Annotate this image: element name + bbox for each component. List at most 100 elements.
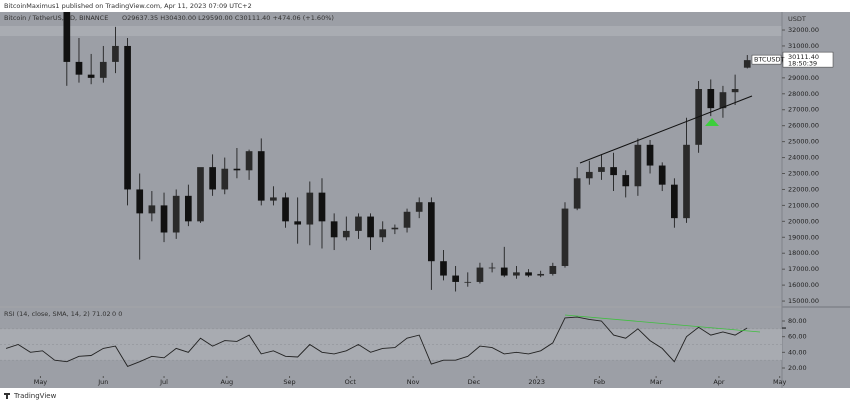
candle-body [573, 178, 581, 209]
rsi-title: RSI (14, close, SMA, 14, 2) [4, 310, 90, 318]
candle-body [379, 229, 387, 238]
candle-body [172, 195, 180, 233]
candle-body [646, 144, 654, 166]
candle-body [658, 165, 666, 185]
y-tick-label: 24000.00 [788, 154, 819, 162]
y-tick-label: 40.00 [788, 348, 807, 356]
candle-body [452, 275, 459, 282]
x-tick-label: May [773, 378, 787, 386]
ohlc: O29637.35 H30430.00 L29590.00 C30111.40 … [122, 14, 334, 22]
x-tick-label: Aug [220, 378, 233, 386]
rsi-extra: 0 0 [112, 310, 122, 318]
candle-body [75, 61, 83, 75]
candle-body [671, 184, 678, 219]
x-tick-label: Apr [713, 378, 725, 386]
symbol-box [751, 54, 782, 65]
candle-body [270, 197, 277, 201]
candle-body [112, 45, 119, 62]
candle-body [318, 192, 326, 222]
trendline [579, 95, 753, 164]
candle-body [209, 167, 216, 190]
candle-body [743, 60, 751, 68]
x-tick-label: 2023 [528, 378, 545, 386]
x-tick-label: Oct [345, 378, 357, 386]
candle-body [622, 175, 630, 187]
y-tick-label: 21000.00 [788, 201, 819, 209]
candle-body [634, 144, 642, 187]
rsi-line [5, 316, 748, 367]
candle-body [561, 208, 569, 266]
x-tick-label: Dec [468, 378, 481, 386]
zone-band [0, 26, 782, 36]
candle-body [197, 167, 204, 222]
y-tick-label: 32000.00 [788, 26, 819, 34]
candle-body [500, 267, 508, 276]
candle-body [683, 144, 690, 219]
y-tick-label: 27000.00 [788, 106, 819, 114]
candle-body [537, 273, 545, 276]
y-tick-label: 29000.00 [788, 74, 819, 82]
y-tick-label: 31000.00 [788, 42, 819, 50]
candle-body [342, 230, 350, 238]
y-tick-label: 28000.00 [788, 90, 819, 98]
candle-body [282, 197, 289, 222]
candle-body [440, 261, 447, 276]
candle-body [415, 202, 423, 212]
rsi-divergence-line [564, 314, 761, 333]
candle-body [184, 195, 192, 222]
candle-body [391, 227, 399, 230]
y-tick-label: 19000.00 [788, 233, 819, 241]
candle-body [719, 92, 727, 109]
x-tick-label: Feb [594, 378, 606, 386]
candle-body [124, 45, 131, 190]
candle-body [99, 61, 107, 78]
candle-body [233, 168, 241, 171]
y-tick-label: 17000.00 [788, 265, 819, 273]
candle-body [148, 205, 156, 214]
candle-body [731, 89, 739, 93]
rsi-value: 71.02 [92, 310, 111, 318]
y-tick-label: 20.00 [788, 364, 807, 372]
y-tick-label: 22000.00 [788, 185, 819, 193]
candle-body [610, 167, 617, 176]
header: BitcoinMaximus1 published on TradingView… [4, 2, 252, 10]
candle-body [488, 267, 496, 269]
symbol-title: Bitcoin / TetherUS, 1D, BINANCE [4, 14, 108, 22]
rsi-band [0, 328, 782, 361]
last-price-box [782, 51, 834, 68]
y-tick-label: 26000.00 [788, 122, 819, 130]
arrow-up [705, 118, 719, 126]
time-axis [0, 376, 850, 388]
y-tick-label: 15000.00 [788, 297, 819, 305]
candle-body [355, 216, 362, 231]
candle-body [160, 205, 168, 233]
y-tick-label: 20000.00 [788, 217, 819, 225]
candle-body [427, 202, 435, 262]
x-tick-label: Mar [650, 378, 663, 386]
y-tick-label: 23000.00 [788, 170, 819, 178]
y-tick-label: 25000.00 [788, 138, 819, 146]
y-tick-label: 60.00 [788, 333, 807, 341]
brand-logo [4, 393, 10, 399]
candle-body [464, 281, 472, 283]
candle-body [245, 151, 253, 171]
x-tick-label: Nov [407, 378, 420, 386]
y-tick-label: 16000.00 [788, 281, 819, 289]
candle-body [549, 265, 557, 274]
candle-body [87, 74, 95, 78]
candle-body [585, 171, 593, 179]
symbol-label: BTCUSDT [754, 56, 784, 64]
brand: TradingView [13, 392, 57, 400]
candle-body [476, 267, 484, 282]
candle-body [257, 151, 265, 201]
candle-body [598, 167, 605, 172]
countdown: 18:50:39 [788, 60, 817, 68]
candle-body [367, 216, 374, 238]
candle-body [294, 221, 302, 225]
candle-body [525, 272, 532, 276]
price-axis [782, 12, 850, 376]
x-tick-label: May [34, 378, 48, 386]
currency: USDT [788, 15, 806, 23]
candle-body [63, 12, 71, 62]
